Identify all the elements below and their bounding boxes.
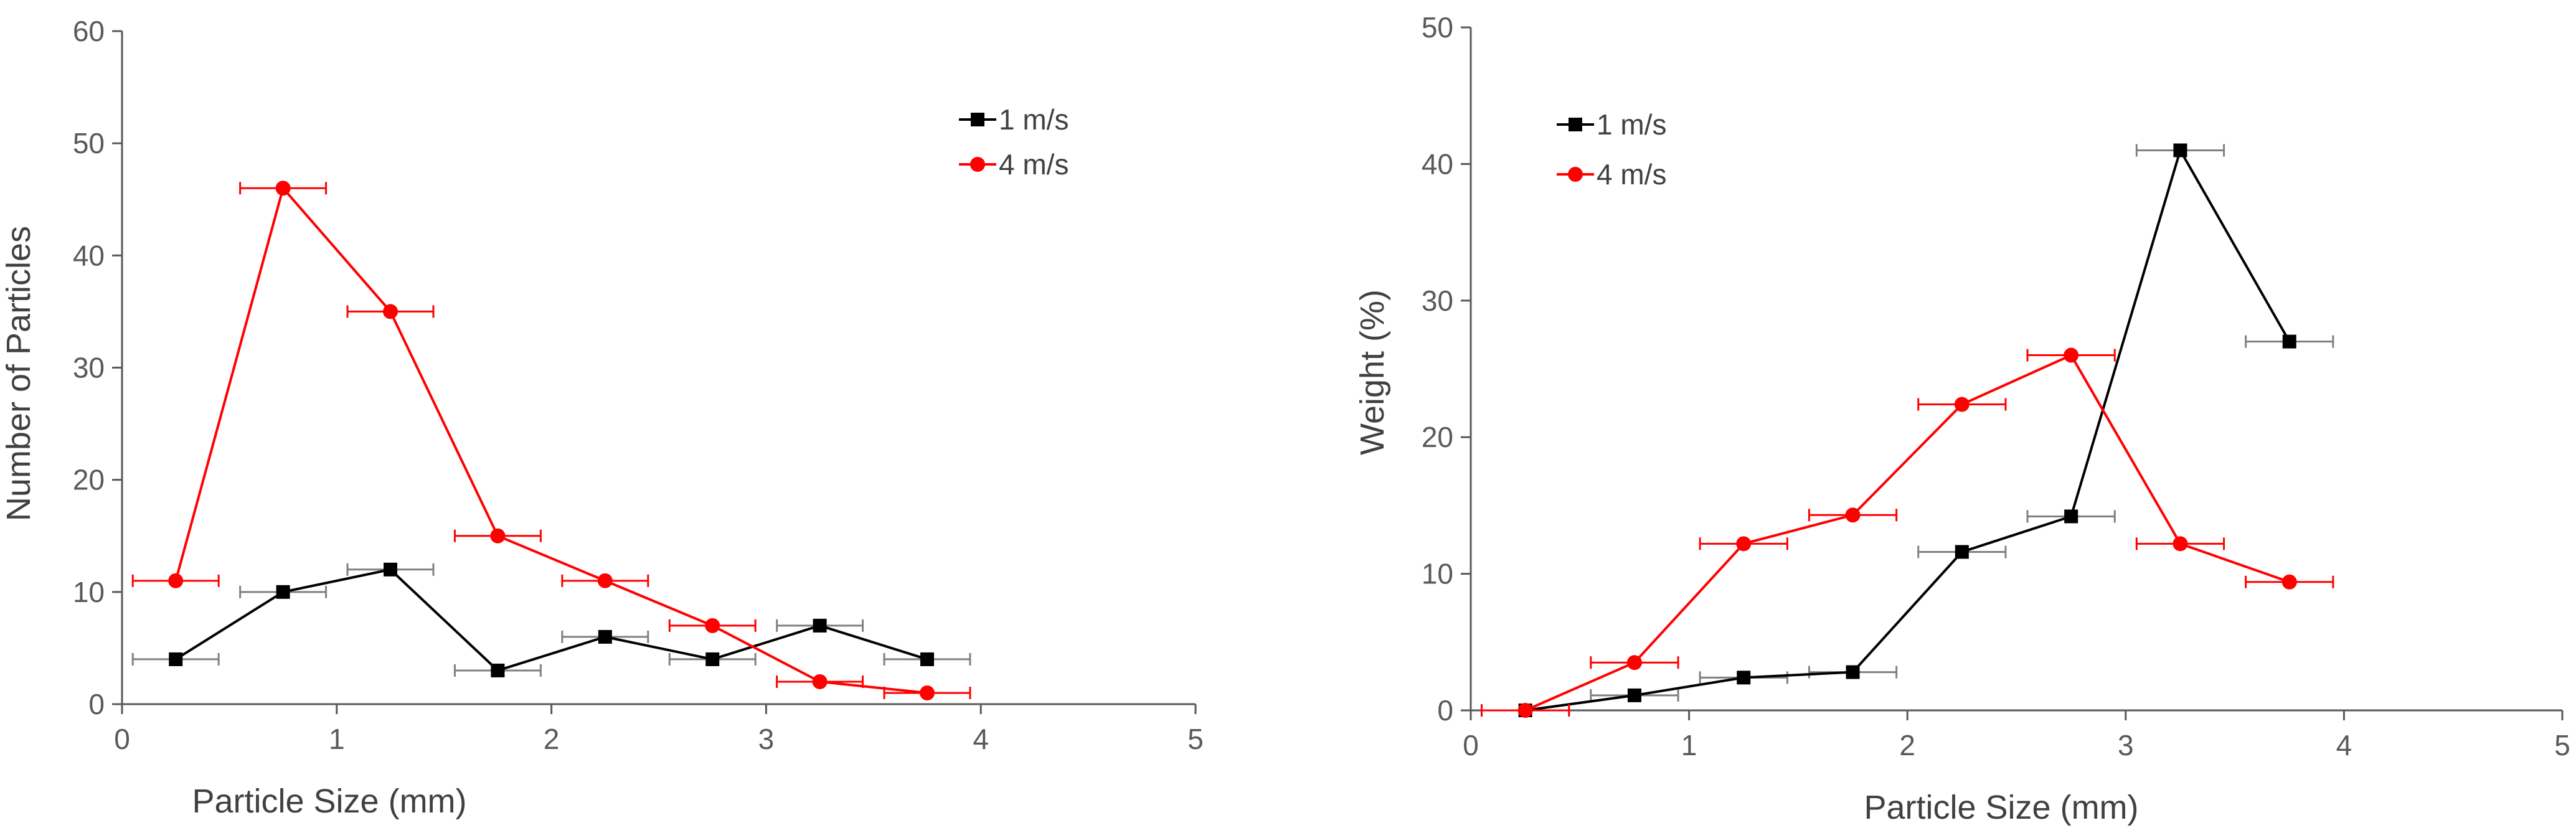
series-line xyxy=(174,186,928,694)
y-tick-label: 0 xyxy=(1437,694,1453,727)
legend-label: 1 m/s xyxy=(1597,108,1666,141)
data-point xyxy=(383,304,398,319)
y-tick-label: 50 xyxy=(1422,11,1453,44)
y-tick-label: 40 xyxy=(1422,148,1453,180)
data-point xyxy=(2281,574,2297,590)
data-point xyxy=(1954,397,1970,412)
legend-marker xyxy=(1569,118,1582,131)
data-point xyxy=(490,528,506,544)
x-axis-title: Particle Size (mm) xyxy=(192,783,466,820)
x-tick-label: 3 xyxy=(758,723,775,755)
data-point xyxy=(1626,655,1642,671)
data-point xyxy=(491,663,505,677)
data-point xyxy=(1955,545,1969,559)
data-point xyxy=(597,573,613,588)
data-point xyxy=(1846,665,1860,679)
chart-weight-percent: Particle Size (mm) Weight (%) 0 1 2 3 4 50102… xyxy=(1354,11,2570,826)
data-point xyxy=(384,562,397,577)
data-point xyxy=(920,685,935,700)
y-tick-label: 20 xyxy=(1422,421,1453,453)
legend-label: 4 m/s xyxy=(1597,158,1666,191)
data-point xyxy=(920,652,934,666)
x-tick-label: 0 xyxy=(1463,729,1479,761)
x-tick-label: 2 xyxy=(544,723,560,755)
data-point xyxy=(276,585,290,599)
series-line xyxy=(1525,147,2291,712)
y-tick-label: 20 xyxy=(73,464,105,496)
y-tick-label: 0 xyxy=(88,688,105,720)
y-tick-label: 40 xyxy=(73,239,105,271)
x-tick-label: 0 xyxy=(114,723,130,755)
y-tick-label: 60 xyxy=(73,15,105,47)
x-tick-label: 1 xyxy=(329,723,345,755)
data-point xyxy=(1736,536,1752,552)
x-tick-label: 2 xyxy=(1899,729,1915,761)
x-tick-label: 4 xyxy=(973,723,989,755)
x-tick-label: 1 xyxy=(1681,729,1697,761)
series-line xyxy=(175,568,928,672)
data-point xyxy=(1737,671,1751,685)
data-point xyxy=(2064,509,2078,524)
y-tick-label: 10 xyxy=(1422,558,1453,590)
data-point xyxy=(1517,703,1533,718)
chart-number-of-particles: Particle Size (mm) Number of Particles 0… xyxy=(0,15,1204,820)
data-point xyxy=(705,652,720,666)
data-point xyxy=(1845,507,1861,523)
y-axis-title: Weight (%) xyxy=(1354,290,1391,455)
y-tick-label: 50 xyxy=(73,127,105,159)
legend-marker xyxy=(971,113,984,126)
x-tick-label: 4 xyxy=(2336,729,2352,761)
legend-marker xyxy=(1568,167,1583,182)
data-point xyxy=(813,618,827,633)
legend-marker xyxy=(970,157,985,172)
data-point xyxy=(168,573,184,588)
data-point xyxy=(169,652,183,666)
series-1-m-s xyxy=(131,562,971,677)
data-point xyxy=(598,629,612,644)
y-axis-title: Number of Particles xyxy=(0,226,37,521)
data-point xyxy=(812,674,828,689)
y-tick-label: 30 xyxy=(73,352,105,384)
y-tick-label: 30 xyxy=(1422,285,1453,317)
x-tick-label: 3 xyxy=(2118,729,2134,761)
x-tick-label: 5 xyxy=(1187,723,1204,755)
series-1-m-s xyxy=(1481,143,2334,717)
legend-label: 1 m/s xyxy=(999,103,1069,136)
series-4-m-s xyxy=(131,181,971,700)
x-tick-label: 5 xyxy=(2554,729,2570,761)
data-point xyxy=(705,618,720,633)
data-point xyxy=(2173,143,2187,158)
data-point xyxy=(2064,347,2079,363)
series-4-m-s xyxy=(1481,347,2334,718)
data-point xyxy=(275,181,291,196)
series-line xyxy=(1524,353,2290,712)
x-axis-title: Particle Size (mm) xyxy=(1864,789,2138,826)
data-point xyxy=(2282,334,2296,349)
y-tick-label: 10 xyxy=(73,576,105,608)
legend-label: 4 m/s xyxy=(999,148,1069,181)
data-point xyxy=(1627,688,1641,702)
data-point xyxy=(2173,536,2188,552)
